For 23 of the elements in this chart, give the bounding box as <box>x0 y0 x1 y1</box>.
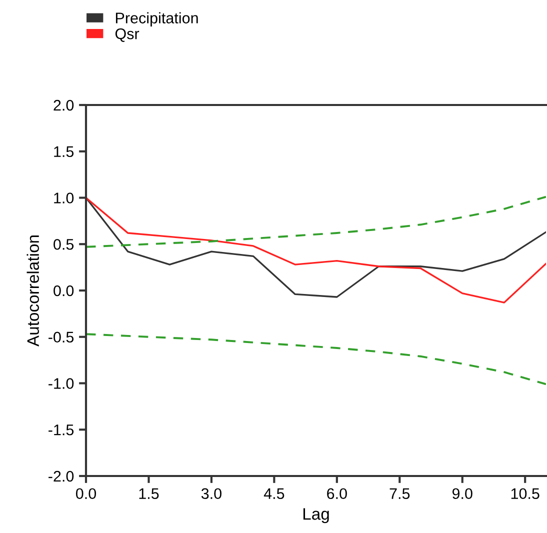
x-tick-label: 0.0 <box>76 488 96 500</box>
y-tick-label: 1.0 <box>54 192 74 204</box>
x-tick-label: 7.5 <box>390 488 410 500</box>
y-tick-label: 0.5 <box>54 238 74 250</box>
y-tick-label: -0.5 <box>48 332 74 343</box>
y-tick-label: 0.0 <box>54 285 74 296</box>
legend-label: Qsr <box>115 28 140 42</box>
line-series <box>86 196 546 248</box>
x-tick-label: 6.0 <box>327 488 347 500</box>
x-axis-title: Lag <box>303 508 329 524</box>
y-axis-title: Autocorrelation <box>26 236 40 347</box>
line-series <box>86 333 546 386</box>
x-tick-label: 3.0 <box>201 488 222 500</box>
y-tick-label: 2.0 <box>54 100 74 111</box>
y-tick-label: -1.5 <box>48 424 74 436</box>
x-tick-label: 1.5 <box>139 488 159 500</box>
x-tick-label: 10.5 <box>511 488 540 500</box>
y-tick-label: -2.0 <box>48 470 74 482</box>
x-tick-label: 4.5 <box>264 488 284 500</box>
y-tick-label: -1.0 <box>48 378 74 389</box>
x-tick-label: 9.0 <box>452 488 472 500</box>
y-tick-label: 1.5 <box>54 146 74 158</box>
legend-label: Precipitation <box>116 12 198 26</box>
